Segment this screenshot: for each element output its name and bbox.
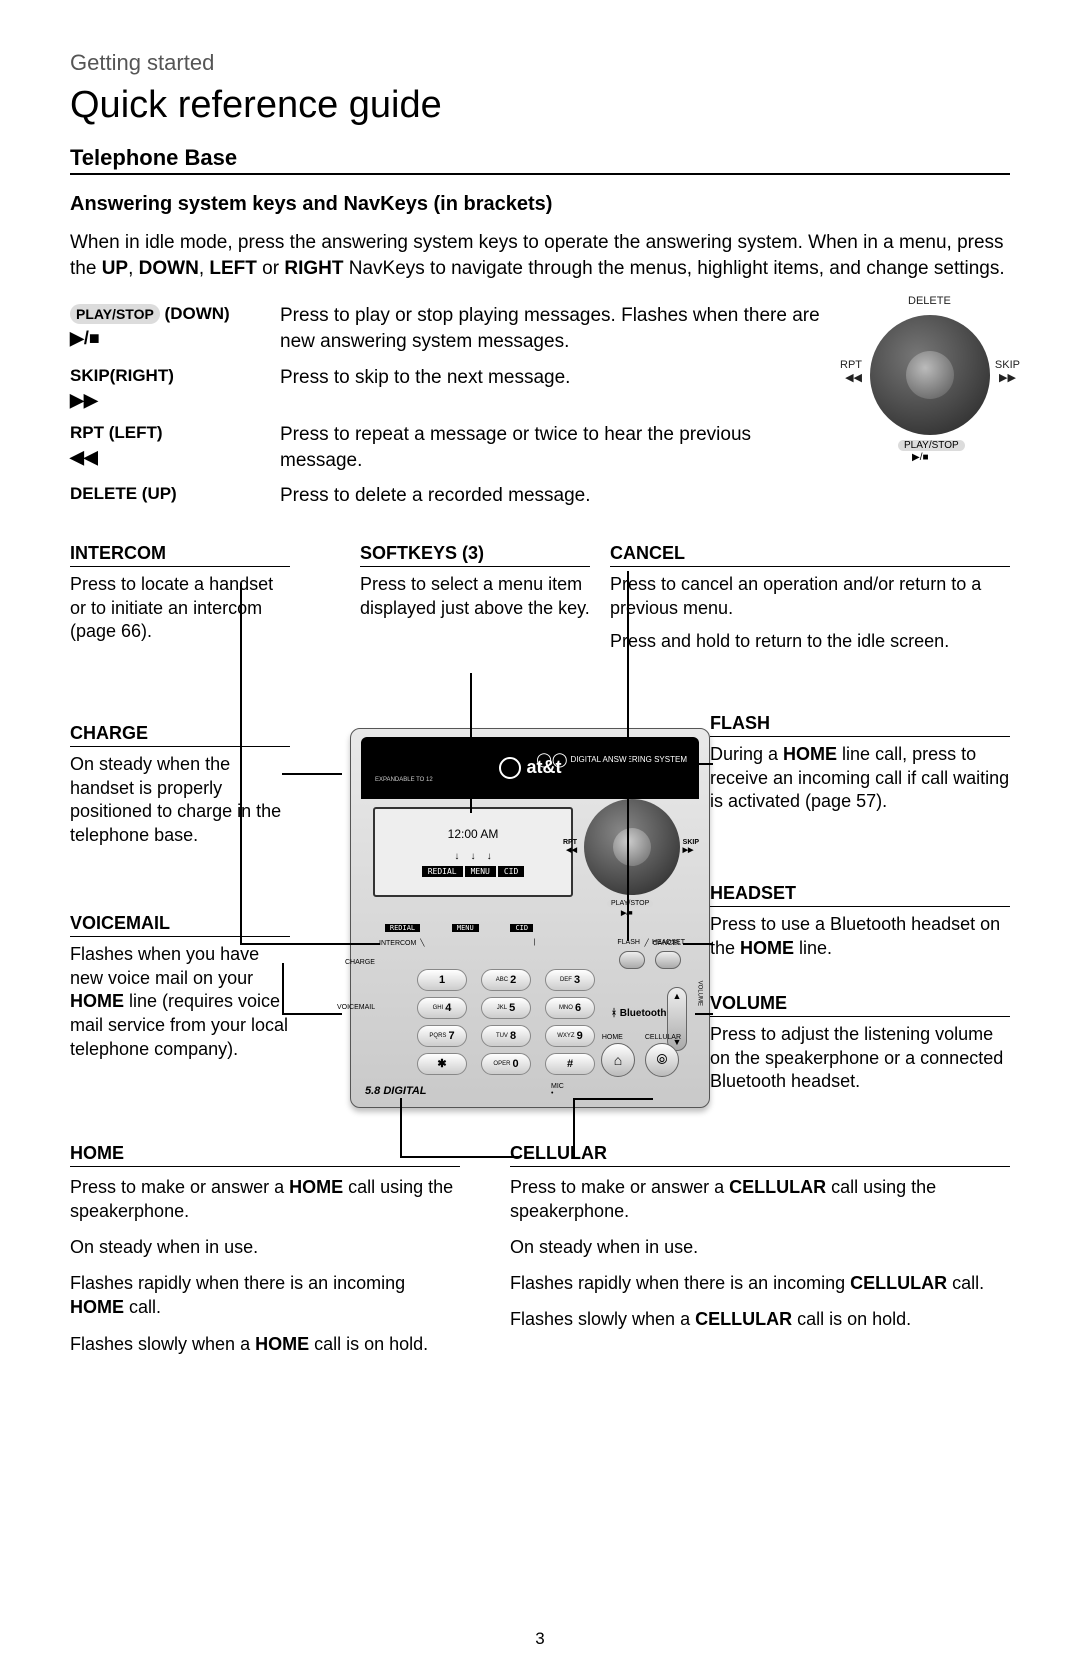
voicemail-title: VOICEMAIL bbox=[70, 913, 290, 937]
breadcrumb: Getting started bbox=[70, 50, 1010, 76]
home-title: HOME bbox=[70, 1143, 460, 1167]
bluetooth-label: ᚼ Bluetooth bbox=[611, 1008, 666, 1019]
repeat-icon: ◀◀ bbox=[70, 446, 280, 469]
dial-playstop-label: PLAY/STOP bbox=[898, 440, 965, 451]
page-number: 3 bbox=[0, 1629, 1080, 1649]
navkey-playstop: PLAY/STOP (DOWN) ▶/■ bbox=[70, 303, 280, 350]
navdial-illustration: DELETE RPT◀◀ SKIP▶▶ PLAY/STOP ▶/■ bbox=[850, 297, 1010, 457]
expandable-label: EXPANDABLE TO 12 bbox=[375, 777, 433, 783]
softkeys-title: SOFTKEYS (3) bbox=[360, 543, 590, 567]
dial-rpt-label: RPT◀◀ bbox=[840, 359, 862, 384]
keypad-key[interactable]: WXYZ9 bbox=[545, 1025, 595, 1047]
voicemail-indicator: VOICEMAIL bbox=[337, 1004, 375, 1011]
section-title: Telephone Base bbox=[70, 145, 1010, 175]
keypad-key[interactable]: JKL5 bbox=[481, 997, 531, 1019]
answering-system-label: ◯◯DIGITAL ANSWERING SYSTEM bbox=[536, 751, 687, 768]
dial-skip-label: SKIP▶▶ bbox=[995, 359, 1020, 384]
keypad-key[interactable]: GHI4 bbox=[417, 997, 467, 1019]
volume-body: Press to adjust the listening volume on … bbox=[710, 1023, 1010, 1094]
screen-time: 12:00 AM bbox=[448, 827, 499, 841]
keypad-key[interactable]: # bbox=[545, 1053, 595, 1075]
keypad-key[interactable]: OPER0 bbox=[481, 1053, 531, 1075]
navkey-desc: Press to skip to the next message. bbox=[280, 365, 838, 391]
keypad-key[interactable]: ✱ bbox=[417, 1053, 467, 1075]
screen-softkey: CID bbox=[498, 866, 524, 877]
play-stop-icon: ▶/■ bbox=[70, 327, 280, 350]
keypad-key[interactable]: PQRS7 bbox=[417, 1025, 467, 1047]
keypad-key[interactable]: TUV8 bbox=[481, 1025, 531, 1047]
navkey-skip: SKIP(RIGHT) ▶▶ bbox=[70, 365, 280, 412]
flash-button[interactable] bbox=[619, 951, 645, 969]
navkey-table: PLAY/STOP (DOWN) ▶/■ Press to play or st… bbox=[70, 303, 838, 519]
att-globe-icon bbox=[499, 757, 521, 779]
headset-body: Press to use a Bluetooth headset on the … bbox=[710, 913, 1010, 961]
navkey-rpt: RPT (LEFT) ◀◀ bbox=[70, 422, 280, 469]
cellular-title: CELLULAR bbox=[510, 1143, 1010, 1167]
device-screen: 12:00 AM ↓ ↓ ↓ REDIAL MENU CID bbox=[373, 807, 573, 897]
cellular-body: Press to make or answer a CELLULAR call … bbox=[510, 1175, 1010, 1332]
callout-grid: INTERCOM Press to locate a handset or to… bbox=[70, 543, 1010, 1453]
flash-title: FLASH bbox=[710, 713, 1010, 737]
dial-delete-label: DELETE bbox=[908, 295, 951, 307]
skip-icon: ▶▶ bbox=[70, 389, 280, 412]
keypad-key[interactable]: 1 bbox=[417, 969, 467, 991]
keypad: 1 ABC2 DEF3 GHI4 JKL5 MNO6 PQRS7 TUV8 WXYZ9 ✱ OPER… bbox=[401, 969, 611, 1081]
mic-label: MIC• bbox=[551, 1083, 564, 1097]
keypad-key[interactable]: MNO6 bbox=[545, 997, 595, 1019]
home-small-label: HOME bbox=[602, 1034, 623, 1041]
navkey-desc: Press to repeat a message or twice to he… bbox=[280, 422, 838, 473]
intercom-title: INTERCOM bbox=[70, 543, 290, 567]
page-title: Quick reference guide bbox=[70, 84, 1010, 127]
softkey-row: REDIALMENUCID bbox=[369, 924, 549, 932]
navkey-delete: DELETE (UP) bbox=[70, 483, 280, 505]
headset-title: HEADSET bbox=[710, 883, 1010, 907]
headset-small-label: HEADSET bbox=[652, 939, 685, 946]
navkey-desc: Press to play or stop playing messages. … bbox=[280, 303, 838, 354]
charge-indicator: CHARGE bbox=[345, 959, 375, 966]
intro-text: When in idle mode, press the answering s… bbox=[70, 230, 1010, 281]
screen-softkey: REDIAL bbox=[422, 866, 463, 877]
voicemail-body: Flashes when you have new voice mail on … bbox=[70, 943, 290, 1062]
volume-rocker[interactable]: ▲▼ bbox=[667, 987, 687, 1051]
cellular-button[interactable]: ⦾ bbox=[645, 1043, 679, 1077]
charge-body: On steady when the handset is properly p… bbox=[70, 753, 290, 848]
flash-body: During a HOME line call, press to receiv… bbox=[710, 743, 1010, 814]
cellular-small-label: CELLULAR bbox=[645, 1034, 681, 1041]
digital-label: 5.8 DIGITAL bbox=[365, 1085, 427, 1097]
charge-title: CHARGE bbox=[70, 723, 290, 747]
home-button[interactable]: ⌂ bbox=[601, 1043, 635, 1077]
intercom-label: INTERCOM ╲ bbox=[379, 939, 424, 947]
cancel-title: CANCEL bbox=[610, 543, 1010, 567]
softkeys-body: Press to select a menu item displayed ju… bbox=[360, 573, 590, 621]
keypad-key[interactable]: ABC2 bbox=[481, 969, 531, 991]
dial-playstop-icon: ▶/■ bbox=[912, 452, 929, 463]
device-navpad: DELETE RPT◀◀ SKIP▶▶ PLAY/STOP ▶/■ bbox=[577, 799, 687, 909]
device-illustration: at&t EXPANDABLE TO 12 ◯◯DIGITAL ANSWERIN… bbox=[330, 708, 730, 1118]
keypad-key[interactable]: DEF3 bbox=[545, 969, 595, 991]
navkey-desc: Press to delete a recorded message. bbox=[280, 483, 838, 509]
screen-softkey: MENU bbox=[465, 866, 496, 877]
cancel-body: Press to cancel an operation and/or retu… bbox=[610, 573, 1010, 654]
volume-title: VOLUME bbox=[710, 993, 1010, 1017]
volume-label: VOLUME bbox=[696, 981, 702, 1006]
subsection-title: Answering system keys and NavKeys (in br… bbox=[70, 193, 1010, 216]
intercom-body: Press to locate a handset or to initiate… bbox=[70, 573, 290, 644]
headset-button[interactable] bbox=[655, 951, 681, 969]
home-body: Press to make or answer a HOME call usin… bbox=[70, 1175, 460, 1356]
